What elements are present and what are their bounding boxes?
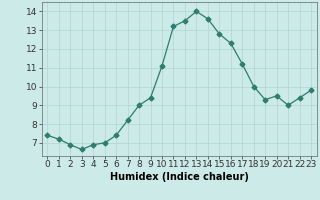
X-axis label: Humidex (Indice chaleur): Humidex (Indice chaleur) — [110, 172, 249, 182]
